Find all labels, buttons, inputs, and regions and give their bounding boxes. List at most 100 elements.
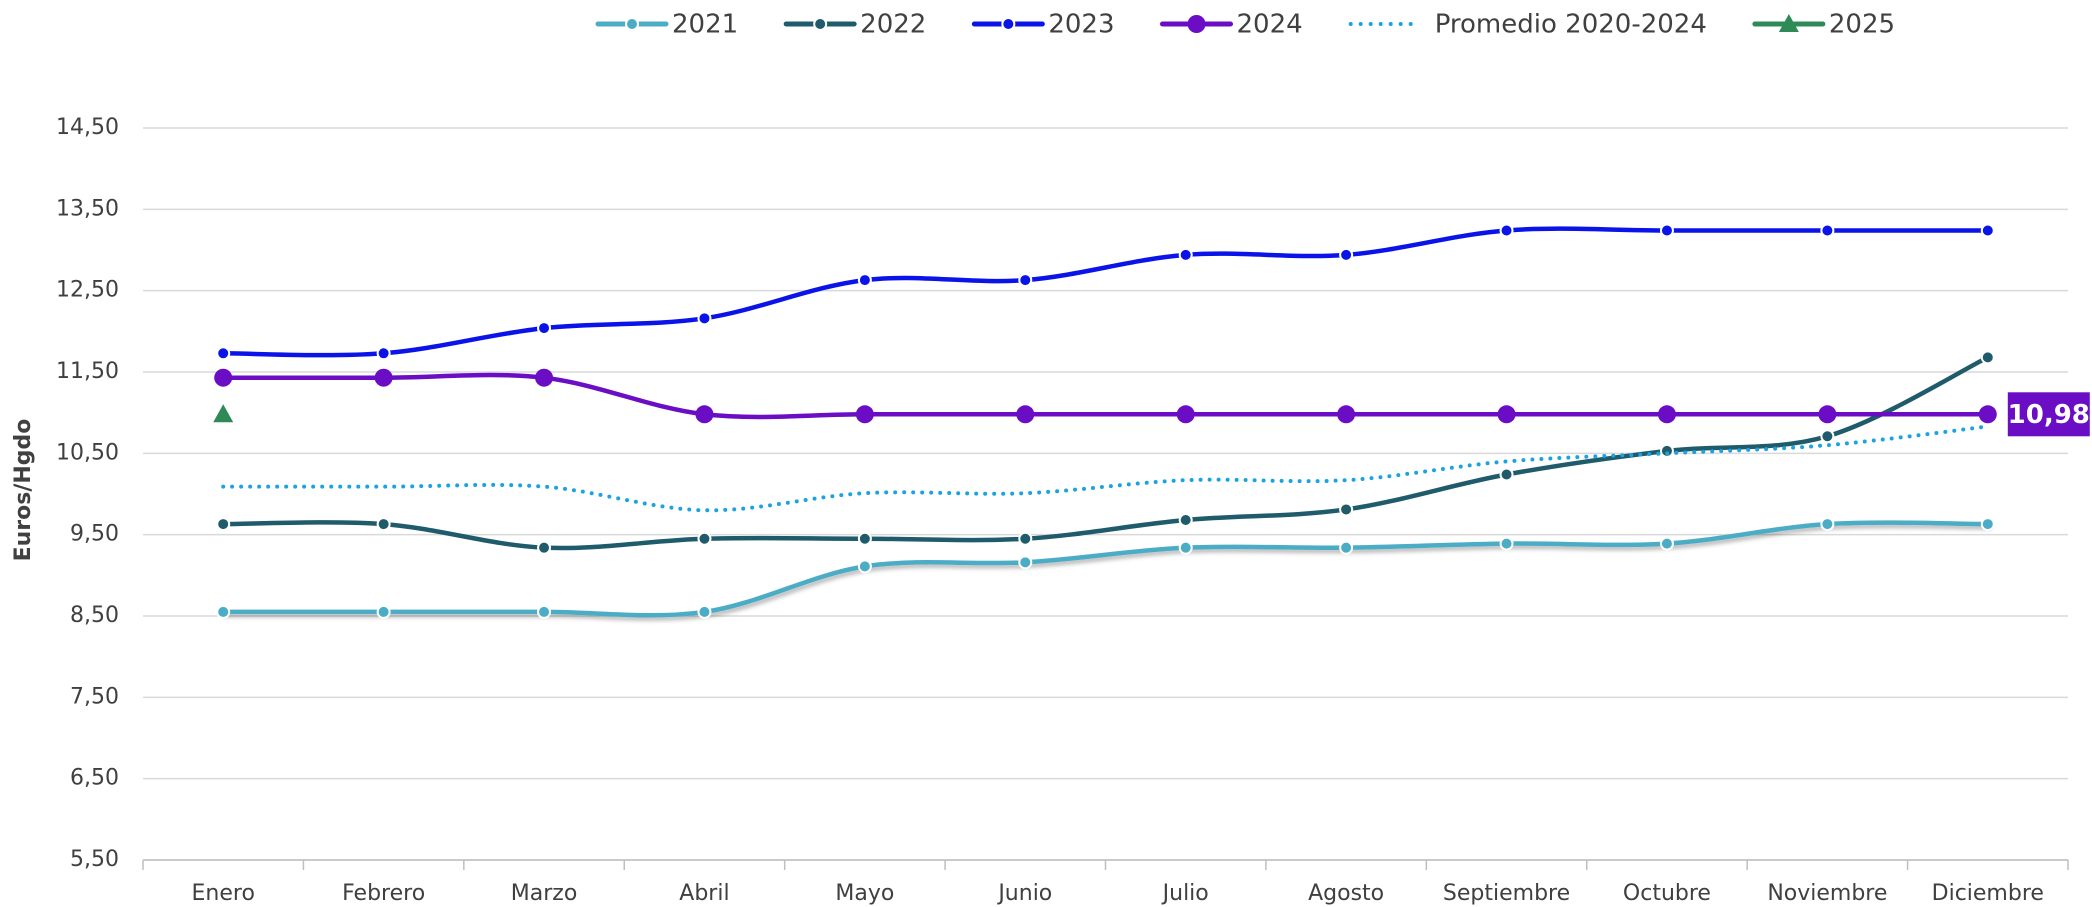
x-tick-label: Agosto	[1308, 881, 1384, 906]
data-point	[1659, 536, 1674, 551]
legend-label: 2023	[1048, 10, 1114, 40]
y-tick-label: 7,50	[70, 684, 119, 709]
data-point	[1499, 536, 1514, 551]
legend-marker	[625, 17, 639, 31]
y-tick-label: 5,50	[70, 847, 119, 872]
data-point	[376, 517, 391, 532]
data-point	[1018, 531, 1033, 546]
series	[213, 404, 234, 423]
data-point	[1499, 467, 1514, 482]
legend-label: 2024	[1237, 10, 1303, 40]
data-label-box	[2007, 392, 2090, 437]
series	[216, 350, 1995, 555]
data-point	[1339, 540, 1354, 555]
series-line	[220, 226, 1991, 358]
data-point	[1818, 405, 1837, 424]
data-point	[1178, 513, 1193, 528]
x-tick-label: Febrero	[342, 881, 425, 906]
legend-marker	[813, 17, 828, 31]
data-point	[697, 604, 712, 619]
legend-label: 2025	[1829, 10, 1895, 40]
data-point	[1018, 273, 1033, 288]
y-tick-label: 12,50	[56, 278, 119, 303]
x-tick-label: Abril	[679, 881, 729, 906]
data-point	[537, 321, 552, 336]
series-line	[220, 355, 1991, 551]
data-point	[1659, 223, 1674, 238]
data-point	[535, 368, 554, 387]
data-point	[216, 517, 231, 532]
series-line	[220, 520, 1991, 618]
data-point	[857, 531, 872, 546]
y-tick-label: 13,50	[56, 196, 119, 221]
data-point	[695, 405, 714, 424]
data-point	[1018, 555, 1033, 570]
legend-label: 2022	[860, 10, 926, 40]
data-point	[376, 604, 391, 619]
series	[216, 517, 1995, 619]
data-point	[1178, 247, 1193, 262]
legend-item: 2022	[783, 10, 926, 40]
data-point	[697, 311, 712, 326]
legend-marker	[1001, 17, 1016, 31]
x-tick-label: Mayo	[835, 881, 894, 906]
x-tick-label: Enero	[192, 881, 255, 906]
data-point	[537, 540, 552, 555]
legend-label: Promedio 2020-2024	[1435, 10, 1707, 40]
data-point	[376, 346, 391, 361]
legend-marker	[1778, 14, 1799, 32]
data-point	[1980, 223, 1995, 238]
data-point	[857, 273, 872, 288]
data-point	[1820, 223, 1835, 238]
series-line	[220, 372, 1991, 420]
legend-item: 2025	[1752, 10, 1895, 40]
series	[221, 424, 1990, 513]
legend-item: 2023	[971, 10, 1115, 40]
x-tick-label: Octubre	[1623, 881, 1711, 906]
x-tick-label: Marzo	[511, 881, 578, 906]
data-point	[216, 604, 231, 619]
data-point	[213, 404, 234, 423]
data-point	[1497, 405, 1516, 424]
series: 10,98	[214, 368, 2090, 437]
data-point	[216, 346, 231, 361]
data-point	[214, 368, 233, 387]
legend-item: Promedio 2020-2024	[1348, 10, 1707, 40]
y-tick-label: 8,50	[70, 603, 119, 628]
series	[216, 223, 1995, 361]
data-point	[1659, 443, 1674, 458]
x-tick-label: Julio	[1161, 881, 1209, 906]
data-point	[1176, 405, 1195, 424]
x-tick-label: Septiembre	[1443, 881, 1570, 906]
data-point	[855, 405, 874, 424]
y-tick-label: 9,50	[70, 522, 119, 547]
data-point	[1178, 540, 1193, 555]
data-point	[1820, 517, 1835, 532]
data-point	[1499, 223, 1514, 238]
y-axis-title: Euros/Hgdo	[11, 419, 36, 562]
legend-label: 2021	[672, 10, 738, 40]
data-point	[1820, 429, 1835, 444]
data-point	[374, 368, 393, 387]
data-point	[1016, 405, 1035, 424]
data-point	[1337, 405, 1356, 424]
series-line	[221, 424, 1990, 513]
data-point	[1980, 350, 1995, 365]
legend-item: 2021	[595, 10, 738, 40]
data-point	[1339, 247, 1354, 262]
legend-item: 2024	[1160, 10, 1303, 40]
data-point	[697, 531, 712, 546]
x-tick-label: Diciembre	[1932, 881, 2044, 906]
x-tick-label: Junio	[996, 881, 1052, 906]
data-point	[1657, 405, 1676, 424]
y-tick-label: 6,50	[70, 766, 119, 791]
data-point	[1978, 405, 1997, 424]
y-tick-label: 11,50	[56, 359, 119, 384]
y-tick-label: 10,50	[56, 440, 119, 465]
data-point	[857, 559, 872, 574]
data-point	[537, 604, 552, 619]
data-point	[1980, 517, 1995, 532]
data-point	[1339, 502, 1354, 517]
x-tick-label: Noviembre	[1767, 881, 1887, 906]
